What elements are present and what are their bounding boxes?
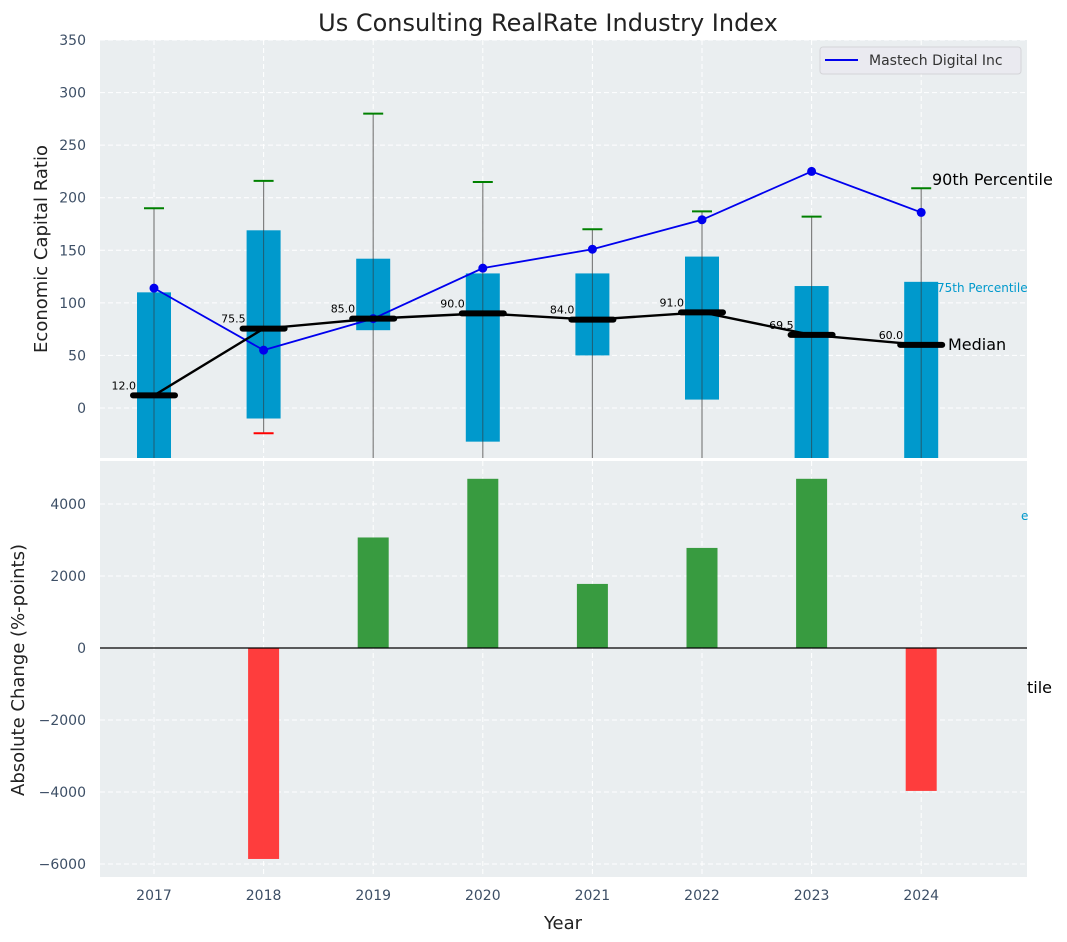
y-tick-label: 150 bbox=[59, 243, 86, 259]
x-tick-label: 2017 bbox=[136, 888, 172, 904]
x-tick-label: 2022 bbox=[684, 888, 720, 904]
chart-title: Us Consulting RealRate Industry Index bbox=[318, 9, 778, 37]
x-tick-label: 2023 bbox=[794, 888, 830, 904]
bar-negative bbox=[248, 648, 280, 859]
mastech-point bbox=[259, 345, 269, 355]
x-ticks: 2017 2018 2019 2020 2021 2022 2023 2024 bbox=[136, 888, 939, 904]
bar-positive bbox=[796, 478, 828, 648]
x-tick-label: 2020 bbox=[465, 888, 501, 904]
y-tick-label: −2000 bbox=[39, 713, 86, 729]
y-tick-label: 2000 bbox=[50, 569, 86, 585]
y-tick-label: 250 bbox=[59, 138, 86, 154]
annotation-90th-percentile: 90th Percentile bbox=[932, 170, 1053, 189]
bottom-plot-area bbox=[100, 461, 1027, 877]
x-tick-label: 2018 bbox=[246, 888, 282, 904]
median-value-label: 75.5 bbox=[221, 313, 246, 326]
y-tick-label: 300 bbox=[59, 86, 86, 102]
top-plot-area bbox=[100, 40, 1027, 458]
y-tick-label: −6000 bbox=[39, 857, 86, 873]
median-value-label: 60.0 bbox=[879, 329, 904, 342]
annotation-fragment: e bbox=[1021, 509, 1028, 523]
mastech-point bbox=[807, 166, 817, 176]
y-tick-label: 100 bbox=[59, 296, 86, 312]
change-bars bbox=[100, 478, 1027, 859]
bottom-y-axis-label: Absolute Change (%-points) bbox=[8, 544, 29, 796]
x-tick-label: 2021 bbox=[575, 888, 611, 904]
legend: Mastech Digital Inc bbox=[819, 46, 1022, 75]
bar-negative bbox=[905, 648, 937, 791]
bar-positive bbox=[686, 547, 718, 648]
top-panel: 0 50 100 150 200 250 300 350 90th Percentile 75t… bbox=[31, 33, 1053, 458]
y-tick-label: 4000 bbox=[50, 497, 86, 513]
y-tick-label: −4000 bbox=[39, 785, 86, 801]
bar-positive bbox=[467, 478, 499, 648]
legend-label: Mastech Digital Inc bbox=[869, 53, 1003, 69]
bottom-y-ticks: −6000 −4000 −2000 0 2000 4000 bbox=[39, 497, 86, 873]
x-tick-label: 2019 bbox=[355, 888, 391, 904]
median-value-label: 91.0 bbox=[660, 296, 685, 309]
x-tick-label: 2024 bbox=[903, 888, 939, 904]
y-tick-label: 50 bbox=[68, 348, 86, 364]
y-tick-label: 0 bbox=[77, 401, 86, 417]
bar-positive bbox=[357, 537, 389, 648]
annotation-median: Median bbox=[948, 335, 1006, 354]
top-y-ticks: 0 50 100 150 200 250 300 350 bbox=[59, 33, 86, 417]
median-series: 12.0 75.5 85.0 90.0 84.0 91.0 69.5 60.0 bbox=[112, 296, 946, 399]
x-axis-label: Year bbox=[543, 913, 583, 934]
mastech-point bbox=[916, 207, 926, 217]
median-value-label: 12.0 bbox=[112, 379, 137, 392]
mastech-point bbox=[697, 215, 707, 225]
median-value-label: 69.5 bbox=[769, 319, 794, 332]
y-tick-label: 200 bbox=[59, 191, 86, 207]
top-y-axis-label: Economic Capital Ratio bbox=[31, 145, 52, 353]
mastech-line bbox=[153, 170, 922, 352]
mastech-point bbox=[478, 263, 488, 273]
annotation-75th-percentile: 75th Percentile bbox=[937, 281, 1028, 295]
legend-box bbox=[819, 46, 1022, 75]
mastech-point bbox=[587, 244, 597, 254]
annotation-fragment: tile bbox=[1027, 678, 1052, 697]
top-annotations: 90th Percentile 75th Percentile Median bbox=[932, 170, 1053, 354]
y-tick-label: 350 bbox=[59, 33, 86, 49]
y-tick-label: 0 bbox=[77, 641, 86, 657]
bar-positive bbox=[576, 583, 608, 648]
mastech-point bbox=[149, 283, 159, 293]
median-value-label: 90.0 bbox=[440, 297, 465, 310]
median-value-label: 84.0 bbox=[550, 304, 575, 317]
median-value-label: 85.0 bbox=[331, 303, 356, 316]
